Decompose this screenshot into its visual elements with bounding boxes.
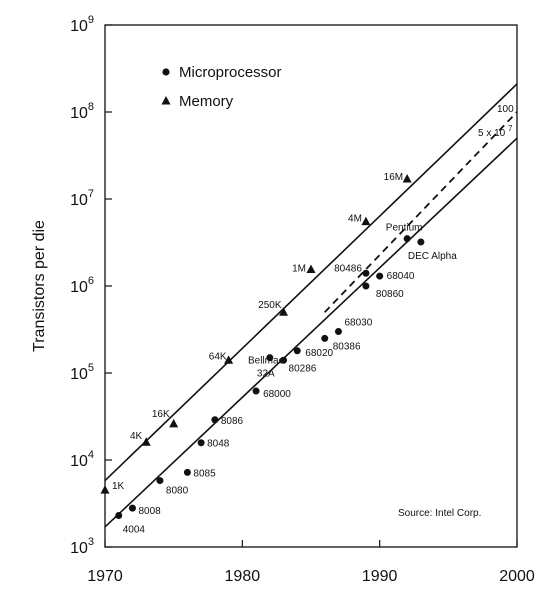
memory-point-1m-label: 1M [292, 263, 306, 274]
x-tick-label-2000: 2000 [499, 568, 535, 585]
microprocessor-point-68000 [252, 387, 260, 395]
memory-point-4m-label: 4M [348, 214, 362, 225]
lower-line-end-value: 5 x 10 7 [478, 124, 513, 139]
y-tick-label-exponent: 9 [88, 14, 94, 26]
lower-line-end-value-exponent: 7 [508, 124, 513, 133]
microprocessor-point-80486 [362, 269, 370, 277]
trend-line-2 [104, 137, 518, 528]
microprocessor-point-pentium [403, 235, 411, 243]
microprocessor-point-80286 [280, 356, 288, 364]
y-tick-label-base: 10 [70, 279, 88, 296]
memory-point-250k-label: 250K [258, 300, 282, 311]
x-tick-label-1980: 1980 [225, 568, 261, 585]
y-tick-label-base: 10 [70, 105, 88, 122]
microprocessor-point-8008-label: 8008 [138, 506, 161, 517]
microprocessor-point-4004-label: 4004 [123, 525, 146, 536]
legend-circle-marker [162, 68, 170, 76]
memory-point-4k [141, 437, 151, 446]
x-tick-label-1990: 1990 [362, 568, 398, 585]
y-tick-label-exponent: 8 [88, 101, 94, 113]
y-tick-label-exponent: 6 [88, 275, 94, 287]
memory-point-250k [279, 307, 289, 316]
microprocessor-point-8080-label: 8080 [166, 486, 189, 497]
y-tick-label-base: 10 [70, 453, 88, 470]
microprocessor-point-8048 [197, 439, 205, 447]
y-tick-label-1: 104 [70, 449, 94, 470]
microprocessor-point-8085-label: 8085 [193, 468, 216, 479]
microprocessor-point-68020 [293, 347, 301, 355]
microprocessor-point-8080 [156, 477, 164, 485]
legend-triangle-marker [161, 96, 171, 105]
trend-line-3 [324, 111, 518, 313]
dashed-line-end-value: 100 [497, 104, 514, 115]
microprocessor-point-68030 [334, 327, 342, 335]
bellmac-label-line-2: 32A [257, 369, 275, 380]
microprocessor-point-8085 [183, 468, 191, 476]
microprocessor-point-80860-label: 80860 [376, 289, 404, 300]
microprocessor-point-8048-label: 8048 [207, 439, 230, 450]
memory-point-1k [100, 485, 110, 494]
microprocessor-point-68030-label: 68030 [344, 317, 372, 328]
bellmac-label-line-1: Bellmac [248, 356, 284, 367]
x-tick-label-1970: 1970 [87, 568, 123, 585]
y-tick-label-exponent: 3 [88, 536, 94, 548]
microprocessor-point-8086-label: 8086 [221, 416, 244, 427]
y-tick-label-2: 105 [70, 362, 94, 383]
microprocessor-point-8008 [128, 504, 136, 512]
microprocessor-point-68040-label: 68040 [387, 271, 415, 282]
microprocessor-point-dec-alpha [417, 238, 425, 246]
source-note: Source: Intel Corp. [398, 508, 481, 519]
y-tick-label-5: 108 [70, 101, 94, 122]
microprocessor-point-bellmac-32a [266, 354, 274, 362]
legend-label-memory: Memory [179, 93, 234, 110]
microprocessor-point-80860 [362, 282, 370, 290]
memory-point-4m [361, 216, 371, 226]
memory-point-1k-label: 1K [112, 481, 125, 492]
y-tick-label-exponent: 4 [88, 449, 94, 461]
y-tick-label-0: 103 [70, 536, 94, 557]
y-tick-label-exponent: 7 [88, 188, 94, 200]
y-tick-label-base: 10 [70, 192, 88, 209]
microprocessor-point-pentium-label: Pentium [386, 223, 423, 234]
microprocessor-point-80386 [321, 334, 329, 342]
memory-point-16m-label: 16M [384, 172, 403, 183]
memory-point-1m [306, 264, 316, 273]
y-tick-label-base: 10 [70, 366, 88, 383]
y-tick-label-base: 10 [70, 18, 88, 35]
microprocessor-point-68040 [376, 272, 384, 280]
legend-label-microprocessor: Microprocessor [179, 64, 282, 81]
microprocessor-point-68000-label: 68000 [263, 389, 291, 400]
memory-point-16k-label: 16K [152, 409, 170, 420]
memory-point-16m [402, 173, 412, 183]
microprocessor-point-68020-label: 68020 [305, 348, 333, 359]
y-tick-label-4: 107 [70, 188, 94, 209]
microprocessor-point-80386-label: 80386 [333, 341, 361, 352]
microprocessor-point-80486-label: 80486 [334, 263, 362, 274]
memory-point-4k-label: 4K [130, 431, 143, 442]
microprocessor-point-bellmac-32a-label: Bellmac 32A [248, 356, 284, 380]
trend-line-1 [104, 83, 518, 482]
memory-point-64k-label: 64K [209, 351, 227, 362]
trend-lines [104, 83, 518, 528]
y-tick-label-base: 10 [70, 540, 88, 557]
point-labels: 4004 8008 8080 8085 8048 8086 68000 Bellmac 32A 8… [112, 172, 457, 536]
y-axis-title: Transistors per die [31, 220, 48, 352]
microprocessor-point-dec-alpha-label: DEC Alpha [408, 251, 457, 262]
y-tick-label-3: 106 [70, 275, 94, 296]
memory-point-64k [224, 355, 234, 364]
y-tick-label-6: 109 [70, 14, 94, 35]
y-tick-label-exponent: 5 [88, 362, 94, 374]
data-points [100, 173, 425, 520]
legend: Microprocessor Memory [161, 64, 282, 110]
microprocessor-point-8086 [211, 416, 219, 424]
memory-point-16k [169, 418, 179, 428]
microprocessor-point-80286-label: 80286 [289, 363, 317, 374]
microprocessor-point-4004 [115, 512, 123, 520]
lower-line-end-value-base: 5 x 10 [478, 128, 506, 139]
